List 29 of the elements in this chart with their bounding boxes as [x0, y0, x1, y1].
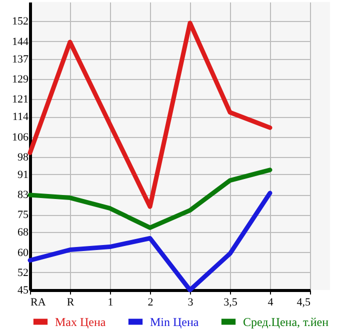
y-tick-label: 60: [18, 246, 29, 259]
line-series: [28, 20, 272, 209]
line-series: [28, 168, 272, 230]
y-tick-label: 98: [18, 151, 29, 164]
y-tick-label: 114: [12, 111, 29, 124]
x-tick-label: 3,5: [224, 296, 238, 308]
y-tick-label: 106: [12, 131, 29, 144]
legend-label: Min Цена: [150, 314, 200, 329]
x-tick-label: RA: [30, 296, 46, 308]
y-tick-label: 83: [18, 189, 29, 202]
line-series: [28, 190, 272, 292]
y-tick-label: 137: [12, 53, 29, 66]
x-tick-label: 3: [188, 296, 194, 308]
y-tick-label: 144: [12, 36, 29, 48]
y-tick-label: 75: [18, 209, 29, 222]
x-tick-label: R: [66, 296, 75, 308]
y-tick-label: 129: [12, 73, 29, 86]
x-tick-label: 4: [268, 296, 274, 308]
x-tick-label: 2: [148, 296, 154, 308]
x-tick-label: 4,5: [296, 296, 311, 308]
legend-label: Сред.Цена, т.йен: [243, 314, 330, 329]
y-tick-label: 121: [12, 94, 28, 106]
y-tick-label: 152: [12, 16, 28, 28]
x-tick-label: 1: [108, 296, 114, 308]
y-tick-label: 68: [18, 226, 29, 239]
legend-label: Max Цена: [55, 314, 106, 329]
y-tick-label: 52: [18, 266, 28, 279]
y-tick-label: 91: [18, 168, 28, 181]
y-tick-label: 45: [18, 284, 29, 296]
